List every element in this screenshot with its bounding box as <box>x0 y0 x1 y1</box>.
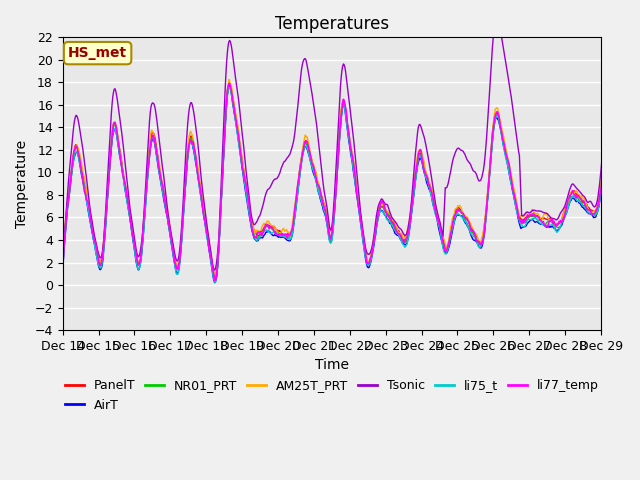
Tsonic <box>493 12 500 18</box>
Title: Temperatures: Temperatures <box>275 15 389 33</box>
li75_t <box>411 185 419 191</box>
Legend: PanelT, AirT, NR01_PRT, AM25T_PRT, Tsonic, li75_t, li77_temp: PanelT, AirT, NR01_PRT, AM25T_PRT, Tsoni… <box>60 374 604 417</box>
AM25T_PRT <box>633 251 640 256</box>
PanelT <box>443 244 451 250</box>
AirT <box>59 265 67 271</box>
li77_temp <box>284 235 291 240</box>
X-axis label: Time: Time <box>315 359 349 372</box>
Tsonic <box>442 185 450 191</box>
NR01_PRT <box>59 260 67 266</box>
NR01_PRT <box>211 277 218 283</box>
NR01_PRT <box>284 235 291 240</box>
AirT <box>233 128 241 134</box>
PanelT <box>233 122 241 128</box>
li77_temp <box>59 262 67 268</box>
Line: NR01_PRT: NR01_PRT <box>63 83 637 280</box>
AM25T_PRT <box>59 259 67 265</box>
li75_t <box>284 234 291 240</box>
Line: li75_t: li75_t <box>63 87 637 282</box>
Tsonic <box>633 250 640 255</box>
PanelT <box>411 178 419 184</box>
AirT <box>262 230 269 236</box>
Tsonic <box>283 156 291 162</box>
li75_t <box>59 264 67 270</box>
PanelT <box>262 223 269 229</box>
Tsonic <box>211 267 218 273</box>
AM25T_PRT <box>262 221 269 227</box>
AirT <box>443 250 451 256</box>
NR01_PRT <box>126 217 134 223</box>
PanelT <box>126 213 134 218</box>
Line: PanelT: PanelT <box>63 84 637 279</box>
AM25T_PRT <box>233 120 241 125</box>
AirT <box>411 186 419 192</box>
AirT <box>226 82 234 88</box>
li75_t <box>633 254 640 260</box>
li75_t <box>262 228 269 234</box>
PanelT <box>226 81 234 87</box>
Line: li77_temp: li77_temp <box>63 84 637 280</box>
li77_temp <box>226 81 234 86</box>
li75_t <box>126 216 134 222</box>
AM25T_PRT <box>212 271 220 276</box>
Tsonic <box>126 206 134 212</box>
PanelT <box>633 252 640 258</box>
AM25T_PRT <box>225 77 233 83</box>
Line: AM25T_PRT: AM25T_PRT <box>63 80 637 274</box>
Tsonic <box>59 263 67 268</box>
AM25T_PRT <box>126 213 134 218</box>
NR01_PRT <box>411 183 419 189</box>
Text: HS_met: HS_met <box>68 46 127 60</box>
li77_temp <box>411 179 419 185</box>
li77_temp <box>233 125 241 131</box>
NR01_PRT <box>633 252 640 258</box>
AirT <box>211 280 218 286</box>
Tsonic <box>410 169 418 175</box>
AM25T_PRT <box>284 228 291 234</box>
li77_temp <box>262 222 269 228</box>
PanelT <box>284 231 291 237</box>
li75_t <box>211 279 218 285</box>
AM25T_PRT <box>411 175 419 180</box>
AirT <box>633 255 640 261</box>
PanelT <box>59 260 67 266</box>
NR01_PRT <box>443 247 451 252</box>
li75_t <box>233 129 241 135</box>
NR01_PRT <box>225 80 233 86</box>
li75_t <box>225 84 233 90</box>
Line: Tsonic: Tsonic <box>63 15 637 270</box>
Line: AirT: AirT <box>63 85 637 283</box>
Tsonic <box>232 81 240 87</box>
NR01_PRT <box>262 224 269 230</box>
AM25T_PRT <box>443 246 451 252</box>
NR01_PRT <box>233 126 241 132</box>
Tsonic <box>261 194 269 200</box>
PanelT <box>211 276 218 282</box>
li77_temp <box>633 251 640 256</box>
AirT <box>126 216 134 222</box>
li77_temp <box>126 213 134 219</box>
li77_temp <box>211 277 218 283</box>
li75_t <box>443 249 451 255</box>
AirT <box>284 238 291 243</box>
Y-axis label: Temperature: Temperature <box>15 140 29 228</box>
li77_temp <box>443 247 451 252</box>
